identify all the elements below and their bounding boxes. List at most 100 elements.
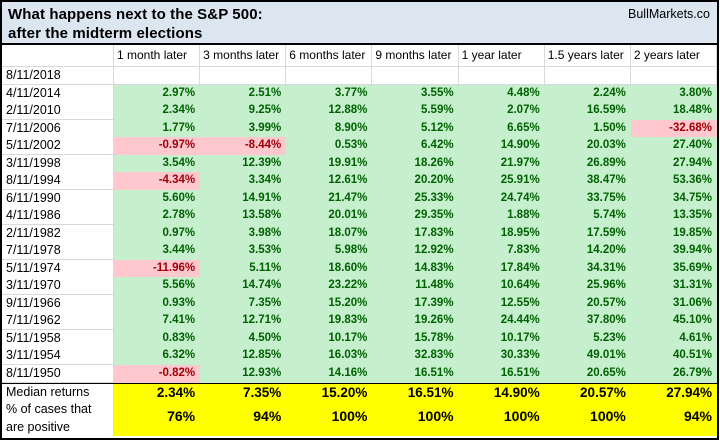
value-cell[interactable]: 6.32% [114, 347, 201, 365]
value-cell[interactable]: 29.35% [372, 207, 459, 225]
value-cell[interactable]: 18.60% [286, 259, 373, 278]
value-cell[interactable]: 5.74% [544, 207, 631, 225]
value-cell[interactable]: 27.94% [630, 154, 717, 173]
value-cell[interactable]: 19.85% [630, 224, 717, 243]
value-cell[interactable]: 0.97% [114, 224, 201, 243]
value-cell[interactable]: 12.55% [458, 294, 545, 313]
value-cell[interactable]: 13.35% [630, 207, 717, 225]
date-cell[interactable]: 5/11/1958 [2, 329, 114, 348]
value-cell[interactable]: 2.34% [114, 102, 201, 120]
value-cell[interactable]: 31.31% [630, 277, 717, 295]
median-value-cell[interactable]: 2.34% [114, 384, 201, 402]
value-cell[interactable]: 5.56% [114, 277, 201, 295]
date-cell[interactable]: 3/11/1970 [2, 277, 114, 295]
value-cell[interactable]: 7.41% [114, 312, 201, 330]
value-cell[interactable]: 12.85% [200, 347, 287, 365]
value-cell[interactable] [630, 67, 717, 85]
value-cell[interactable]: 2.24% [544, 84, 631, 103]
value-cell[interactable]: 3.54% [114, 154, 201, 173]
date-cell[interactable]: 7/11/1978 [2, 242, 114, 260]
column-header[interactable]: 2 years later [630, 45, 717, 67]
value-cell[interactable]: 21.47% [286, 189, 373, 208]
value-cell[interactable]: 31.06% [630, 294, 717, 313]
value-cell[interactable]: 25.33% [372, 189, 459, 208]
value-cell[interactable]: 19.26% [372, 312, 459, 330]
date-cell[interactable]: 3/11/1954 [2, 347, 114, 365]
value-cell[interactable] [544, 67, 631, 85]
value-cell[interactable]: 6.65% [458, 119, 545, 138]
date-cell[interactable]: 5/11/1974 [2, 259, 114, 278]
value-cell[interactable]: 20.01% [286, 207, 373, 225]
value-cell[interactable]: 34.31% [544, 259, 631, 278]
value-cell[interactable]: 6.42% [372, 137, 459, 155]
value-cell[interactable]: 7.35% [200, 294, 287, 313]
value-cell[interactable]: 1.50% [544, 119, 631, 138]
value-cell[interactable]: 4.48% [458, 84, 545, 103]
median-value-cell[interactable]: 7.35% [200, 384, 287, 402]
value-cell[interactable]: 12.92% [372, 242, 459, 260]
value-cell[interactable]: 0.53% [286, 137, 373, 155]
column-header[interactable]: 3 months later [200, 45, 287, 67]
value-cell[interactable]: 3.55% [372, 84, 459, 103]
value-cell[interactable]: 14.74% [200, 277, 287, 295]
column-header[interactable]: 1.5 years later [544, 45, 631, 67]
date-cell[interactable]: 8/11/1950 [2, 364, 114, 383]
value-cell[interactable]: 23.22% [286, 277, 373, 295]
value-cell[interactable]: 5.59% [372, 102, 459, 120]
value-cell[interactable] [200, 67, 287, 85]
value-cell[interactable]: -4.34% [114, 172, 201, 190]
value-cell[interactable]: 15.78% [372, 329, 459, 348]
value-cell[interactable]: 25.91% [458, 172, 545, 190]
value-cell[interactable]: 16.51% [372, 364, 459, 383]
value-cell[interactable]: 35.69% [630, 259, 717, 278]
value-cell[interactable] [458, 67, 545, 85]
value-cell[interactable]: 3.98% [200, 224, 287, 243]
value-cell[interactable]: 17.39% [372, 294, 459, 313]
value-cell[interactable]: 5.23% [544, 329, 631, 348]
value-cell[interactable]: 11.48% [372, 277, 459, 295]
value-cell[interactable]: 12.61% [286, 172, 373, 190]
value-cell[interactable]: 16.03% [286, 347, 373, 365]
median-value-cell[interactable]: 20.57% [544, 384, 631, 402]
date-cell[interactable]: 2/11/1982 [2, 224, 114, 243]
value-cell[interactable]: 19.91% [286, 154, 373, 173]
value-cell[interactable]: 10.17% [458, 329, 545, 348]
value-cell[interactable]: 37.80% [544, 312, 631, 330]
date-cell[interactable]: 3/11/1998 [2, 154, 114, 173]
date-cell[interactable]: 8/11/1994 [2, 172, 114, 190]
value-cell[interactable]: 16.51% [458, 364, 545, 383]
value-cell[interactable]: 17.59% [544, 224, 631, 243]
date-cell[interactable]: 7/11/2006 [2, 119, 114, 138]
value-cell[interactable]: 30.33% [458, 347, 545, 365]
value-cell[interactable]: 17.84% [458, 259, 545, 278]
column-header[interactable]: 9 months later [372, 45, 459, 67]
value-cell[interactable]: 12.39% [200, 154, 287, 173]
value-cell[interactable]: 2.78% [114, 207, 201, 225]
value-cell[interactable]: -11.96% [114, 259, 201, 278]
value-cell[interactable]: 5.60% [114, 189, 201, 208]
value-cell[interactable]: 49.01% [544, 347, 631, 365]
value-cell[interactable]: 26.89% [544, 154, 631, 173]
value-cell[interactable]: 20.57% [544, 294, 631, 313]
value-cell[interactable]: 7.83% [458, 242, 545, 260]
column-header[interactable]: 1 month later [114, 45, 201, 67]
value-cell[interactable]: 14.83% [372, 259, 459, 278]
value-cell[interactable]: 18.95% [458, 224, 545, 243]
median-value-cell[interactable]: 14.90% [458, 384, 545, 402]
value-cell[interactable]: 4.50% [200, 329, 287, 348]
value-cell[interactable]: 34.75% [630, 189, 717, 208]
percent-positive-value-cell[interactable]: 100% [458, 399, 545, 436]
value-cell[interactable]: 26.79% [630, 364, 717, 383]
value-cell[interactable]: 15.20% [286, 294, 373, 313]
value-cell[interactable]: 5.12% [372, 119, 459, 138]
value-cell[interactable]: 2.51% [200, 84, 287, 103]
value-cell[interactable]: 21.97% [458, 154, 545, 173]
value-cell[interactable]: 3.44% [114, 242, 201, 260]
median-value-cell[interactable]: 15.20% [286, 384, 373, 402]
value-cell[interactable]: 53.36% [630, 172, 717, 190]
value-cell[interactable]: 18.48% [630, 102, 717, 120]
value-cell[interactable]: 45.10% [630, 312, 717, 330]
value-cell[interactable]: 0.83% [114, 329, 201, 348]
value-cell[interactable]: 14.16% [286, 364, 373, 383]
value-cell[interactable]: 2.97% [114, 84, 201, 103]
